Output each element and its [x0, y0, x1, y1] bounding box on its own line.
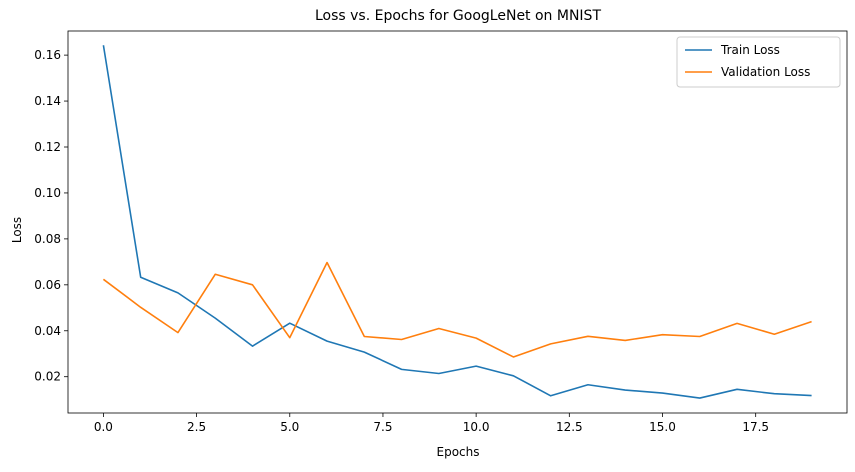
y-tick-label: 0.02 [34, 370, 61, 384]
x-tick-label: 7.5 [373, 420, 392, 434]
x-axis: 0.0 2.5 5.0 7.5 10.0 12.5 15.0 17.5 [94, 413, 769, 434]
y-tick-label: 0.06 [34, 278, 61, 292]
y-axis-label: Loss [10, 217, 24, 243]
x-axis-label: Epochs [437, 445, 480, 459]
y-tick-label: 0.10 [34, 186, 61, 200]
x-tick-label: 5.0 [280, 420, 299, 434]
x-tick-label: 10.0 [463, 420, 490, 434]
x-tick-label: 0.0 [94, 420, 113, 434]
legend-label-train-loss: Train Loss [720, 43, 780, 57]
x-tick-label: 15.0 [649, 420, 676, 434]
validation-loss-line [102, 261, 812, 358]
y-axis: 0.02 0.04 0.06 0.08 0.10 0.12 0.14 0.16 [34, 48, 68, 384]
series-layer [102, 45, 812, 399]
y-tick-label: 0.16 [34, 48, 61, 62]
legend-box [676, 36, 841, 88]
y-tick-label: 0.14 [34, 94, 61, 108]
x-tick-label: 12.5 [556, 420, 583, 434]
y-tick-label: 0.04 [34, 324, 61, 338]
plot-frame [67, 30, 848, 414]
y-tick-label: 0.12 [34, 140, 61, 154]
train-loss-line [102, 45, 812, 399]
x-tick-label: 17.5 [742, 420, 769, 434]
x-tick-label: 2.5 [187, 420, 206, 434]
plot-area [67, 30, 848, 414]
legend: Train Loss Validation Loss [676, 36, 841, 88]
chart-title: Loss vs. Epochs for GoogLeNet on MNIST [315, 8, 601, 24]
y-tick-label: 0.08 [34, 232, 61, 246]
legend-label-validation-loss: Validation Loss [721, 65, 810, 79]
